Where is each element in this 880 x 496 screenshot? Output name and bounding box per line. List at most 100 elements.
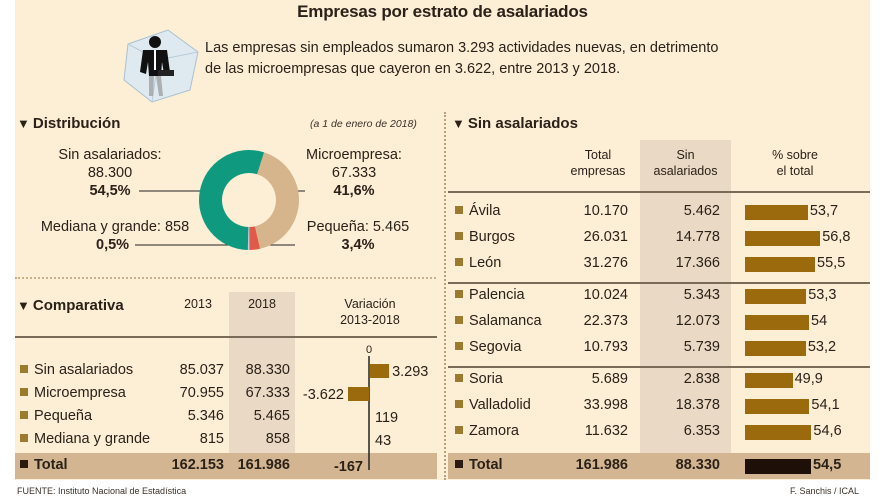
comparativa-2018-value: 5.465 [253, 408, 290, 424]
bullet-square-icon [455, 426, 463, 434]
pct-bar [745, 459, 812, 474]
province-label-text: Burgos [469, 229, 515, 245]
pct-value: 53,2 [807, 339, 837, 355]
pct-bar [745, 399, 810, 414]
source-text: FUENTE: Instituto Nacional de Estadístic… [17, 486, 187, 496]
distribucion-title: ▼ Distribución [17, 115, 120, 132]
section-divider [444, 112, 446, 480]
total-empresas-value: 161.986 [575, 457, 628, 473]
col-variacion-line2: 2013-2018 [340, 313, 400, 327]
bullet-square-icon [20, 388, 28, 396]
col-2013-header: 2013 [184, 297, 212, 311]
province-label-text: Total [469, 457, 503, 473]
variacion-label: 119 [375, 410, 398, 426]
bullet-square-icon [455, 206, 463, 214]
variacion-bar [370, 364, 390, 378]
variacion-label: -167 [334, 459, 363, 475]
label-sin-text: Sin asalariados: [58, 147, 162, 163]
bullet-square-icon [455, 400, 463, 408]
pct-value: 54,6 [813, 423, 842, 439]
total-empresas-value: 10.024 [583, 287, 628, 303]
bullet-square-icon [455, 258, 463, 266]
label-micro-text: Microempresa: [306, 147, 402, 163]
comparativa-row-label: Microempresa [20, 385, 126, 401]
intro-text: Las empresas sin empleados sumaron 3.293… [205, 38, 765, 80]
pct-value: 49,9 [794, 371, 823, 387]
province-label-text: Ávila [469, 203, 501, 219]
province-label: León [455, 255, 501, 271]
label-sin-pct: 54,5% [89, 183, 131, 199]
pct-value: 55,5 [817, 255, 846, 271]
province-label: Burgos [455, 229, 515, 245]
triangle-down-icon: ▼ [452, 116, 465, 131]
comparativa-2013-value: 5.346 [187, 408, 224, 424]
variacion-bar [348, 387, 369, 401]
col-sin-line1: Sin [676, 148, 695, 162]
comparativa-total-band [15, 453, 437, 479]
total-empresas-value: 10.170 [583, 203, 628, 219]
sin-header-rule [448, 191, 870, 193]
comparativa-2018-value: 858 [265, 431, 290, 447]
label-sin-value: 88.300 [87, 165, 133, 181]
province-label-text: León [469, 255, 502, 271]
total-empresas-value: 33.998 [583, 397, 628, 413]
province-label: Total [455, 457, 503, 473]
bullet-square-icon [20, 411, 28, 419]
label-sin-asalariados: Sin asalariados: 88.300 54,5% [40, 146, 180, 200]
pct-value: 54,1 [811, 397, 840, 413]
row-label-text: Mediana y grande [34, 431, 151, 447]
pct-value: 56,8 [822, 229, 851, 245]
bullet-square-icon [20, 434, 28, 442]
variacion-label: 43 [375, 433, 391, 449]
province-label: Zamora [455, 423, 519, 439]
col-variacion-line1: Variación [344, 297, 396, 311]
col-total-line1: Total [584, 148, 612, 162]
province-label-text: Valladolid [469, 397, 531, 413]
comparativa-row-label: Pequeña [20, 408, 92, 424]
section-separator [15, 277, 436, 279]
label-microempresa: Microempresa: 67.333 41,6% [296, 146, 412, 200]
zero-label: 0 [366, 344, 372, 356]
comparativa-row-label: Sin asalariados [20, 362, 133, 378]
comparativa-2013-value: 70.955 [179, 385, 224, 401]
col-total-line2: empresas [570, 164, 626, 178]
sin-asalariados-value: 18.378 [675, 397, 720, 413]
province-label-text: Zamora [469, 423, 519, 439]
province-label: Segovia [455, 339, 521, 355]
row-label-text: Microempresa [34, 385, 126, 401]
donut-chart [135, 149, 305, 250]
label-mediana-text: Mediana y grande: 858 [40, 219, 190, 235]
group-rule-1 [448, 282, 870, 284]
sin-asalariados-value: 5.739 [683, 339, 720, 355]
distribucion-title-text: Distribución [32, 115, 121, 132]
distribucion-note: (a 1 de enero de 2018) [310, 118, 417, 130]
sin-asalariados-value: 14.778 [675, 229, 720, 245]
bullet-square-icon [455, 290, 463, 298]
pct-value: 53,3 [808, 287, 837, 303]
sin-asalariados-value: 17.366 [675, 255, 720, 271]
col-total-empresas-header: Total empresas [560, 147, 636, 179]
comparativa-2018-value: 88.330 [245, 362, 290, 378]
col-sin-line2: asalariados [653, 164, 718, 178]
bullet-square-icon [455, 374, 463, 382]
comparativa-header-rule [15, 336, 437, 338]
comparativa-total-label: Total [20, 457, 68, 473]
total-empresas-value: 26.031 [583, 229, 628, 245]
province-label: Palencia [455, 287, 525, 303]
sin-asalariados-value: 5.462 [683, 203, 720, 219]
label-micro-value: 67.333 [331, 165, 377, 181]
bullet-square-icon [455, 460, 463, 468]
total-empresas-value: 10.793 [583, 339, 628, 355]
label-pequena: Pequeña: 5.465 3,4% [298, 218, 418, 254]
province-label-text: Palencia [469, 287, 525, 303]
pct-bar [745, 373, 793, 388]
province-label: Soria [455, 371, 503, 387]
label-pequena-text: Pequeña: 5.465 [306, 219, 410, 235]
comparativa-total-2013: 162.153 [171, 457, 224, 473]
pct-value: 54 [811, 313, 828, 329]
pct-bar [745, 289, 807, 304]
col-pct-header: % sobre el total [750, 147, 840, 179]
province-label-text: Salamanca [469, 313, 542, 329]
province-label: Salamanca [455, 313, 542, 329]
variacion-label: -3.622 [303, 387, 344, 403]
